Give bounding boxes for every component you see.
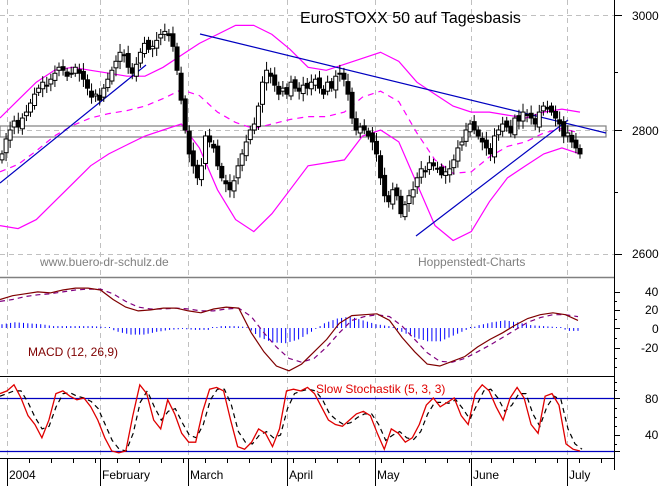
price-tick-3000: 3000 — [632, 9, 659, 23]
price-tick-2600: 2600 — [632, 247, 659, 261]
month-label-april: April — [289, 468, 314, 482]
watermark-right: Hoppenstedt-Charts — [418, 255, 526, 269]
macd-tick-40: 40 — [645, 285, 659, 299]
macd-histogram — [1, 316, 579, 344]
month-label-2004: 2004 — [9, 468, 36, 482]
month-label-march: March — [190, 468, 224, 482]
stoch-k-line — [0, 383, 581, 454]
month-label-june: June — [473, 468, 500, 482]
macd-tick-0: 0 — [652, 322, 659, 336]
watermark-left: www.buero-dr-schulz.de — [40, 255, 169, 269]
macd-line — [0, 287, 579, 372]
month-label-february: February — [102, 468, 151, 482]
month-label-may: May — [377, 468, 400, 482]
macd-tick-minus20: -20 — [641, 341, 659, 355]
bollinger-lower — [0, 123, 581, 242]
moving-average — [0, 89, 581, 174]
support-band — [0, 125, 607, 138]
stoch-tick-80: 80 — [645, 392, 659, 406]
horizontal-gridlines — [0, 15, 614, 255]
stoch-d-line — [0, 388, 583, 452]
stoch-tick-40: 40 — [645, 428, 659, 442]
bollinger-upper — [0, 24, 581, 119]
candlesticks — [0, 23, 583, 221]
chart-title: EuroSTOXX 50 auf Tagesbasis — [300, 10, 521, 27]
macd-label: MACD (12, 26,9) — [28, 345, 119, 359]
price-tick-2800: 2800 — [632, 124, 659, 138]
vertical-gridlines — [7, 0, 568, 458]
month-label-july: July — [569, 468, 591, 482]
stoch-label: Slow Stochastik (5, 3, 3) — [316, 382, 446, 396]
macd-signal-line — [0, 288, 579, 363]
macd-tick-20: 20 — [645, 303, 659, 317]
